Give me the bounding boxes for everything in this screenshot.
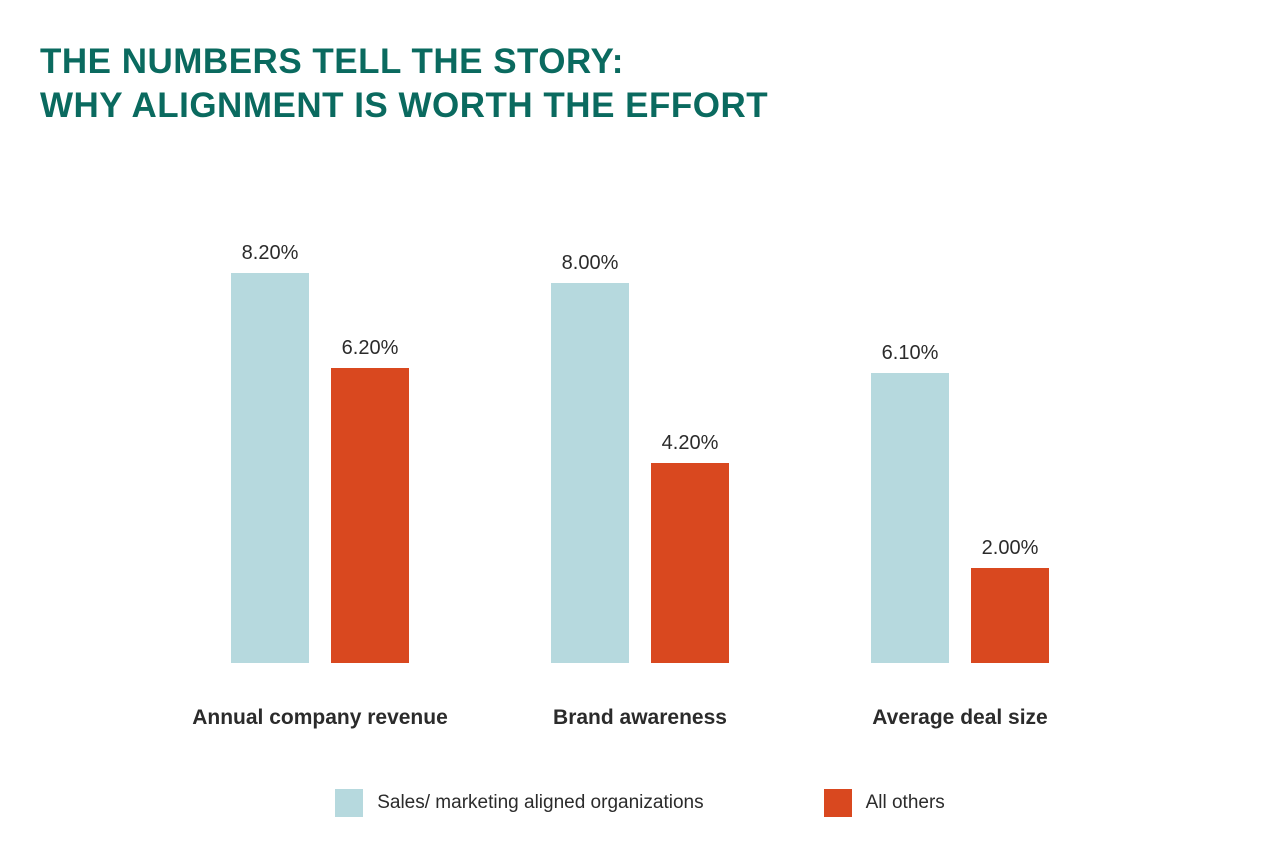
category-label: Brand awareness xyxy=(553,705,727,759)
legend-swatch-aligned xyxy=(335,789,363,817)
value-label: 6.20% xyxy=(342,337,399,360)
value-label: 8.20% xyxy=(242,242,299,265)
legend-swatch-others xyxy=(824,789,852,817)
bar-others-annual-revenue: 6.20% xyxy=(331,337,409,663)
bar xyxy=(551,283,629,663)
bar xyxy=(971,568,1049,663)
bar xyxy=(231,273,309,663)
bars-average-deal-size: 6.10% 2.00% xyxy=(871,243,1049,663)
bar xyxy=(871,373,949,663)
bar-groups: 8.20% 6.20% Annual company revenue 8.00% xyxy=(40,128,1240,760)
value-label: 4.20% xyxy=(662,432,719,455)
bar xyxy=(651,463,729,663)
bar-aligned-average-deal-size: 6.10% xyxy=(871,342,949,663)
value-label: 8.00% xyxy=(562,252,619,275)
bar xyxy=(331,368,409,663)
bars-brand-awareness: 8.00% 4.20% xyxy=(551,243,729,663)
legend-item-others: All others xyxy=(824,789,945,817)
legend-label-others: All others xyxy=(866,792,945,814)
legend-item-aligned: Sales/ marketing aligned organizations xyxy=(335,789,703,817)
legend: Sales/ marketing aligned organizations A… xyxy=(40,759,1240,827)
bars-annual-revenue: 8.20% 6.20% xyxy=(231,243,409,663)
chart-container: THE NUMBERS TELL THE STORY: WHY ALIGNMEN… xyxy=(0,0,1280,857)
category-label: Annual company revenue xyxy=(192,705,448,759)
group-average-deal-size: 6.10% 2.00% Average deal size xyxy=(830,243,1090,759)
legend-label-aligned: Sales/ marketing aligned organizations xyxy=(377,792,703,814)
category-label: Average deal size xyxy=(872,705,1048,759)
bar-aligned-brand-awareness: 8.00% xyxy=(551,252,629,663)
title-line-1: THE NUMBERS TELL THE STORY: xyxy=(40,40,1240,84)
chart-area: 8.20% 6.20% Annual company revenue 8.00% xyxy=(40,128,1240,828)
value-label: 6.10% xyxy=(882,342,939,365)
title-line-2: WHY ALIGNMENT IS WORTH THE EFFORT xyxy=(40,84,1240,128)
chart-title: THE NUMBERS TELL THE STORY: WHY ALIGNMEN… xyxy=(40,40,1240,128)
bar-others-average-deal-size: 2.00% xyxy=(971,537,1049,663)
value-label: 2.00% xyxy=(982,537,1039,560)
bar-others-brand-awareness: 4.20% xyxy=(651,432,729,663)
bar-aligned-annual-revenue: 8.20% xyxy=(231,242,309,663)
group-brand-awareness: 8.00% 4.20% Brand awareness xyxy=(510,243,770,759)
group-annual-revenue: 8.20% 6.20% Annual company revenue xyxy=(190,243,450,759)
